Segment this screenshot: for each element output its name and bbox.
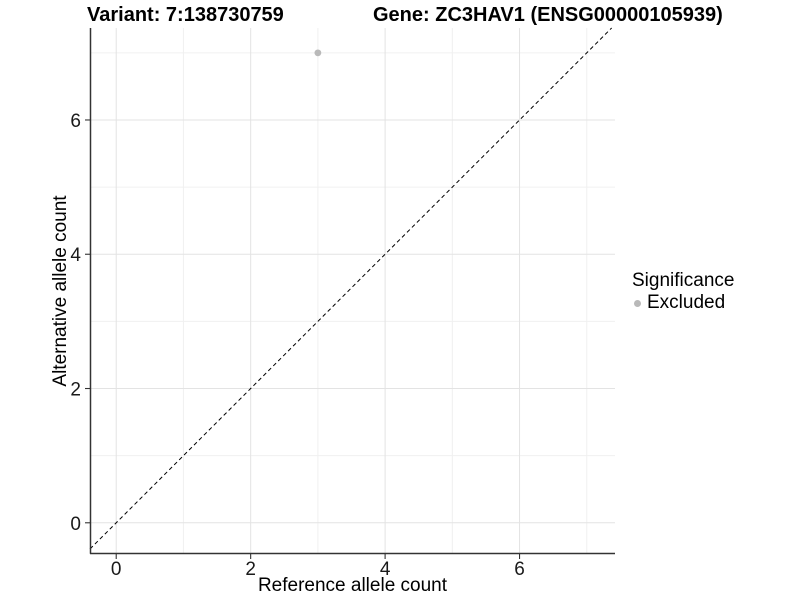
y-tick-label: 4 — [70, 245, 81, 266]
plot-title-variant: Variant: 7:138730759 — [87, 4, 284, 26]
legend-item-label: Excluded — [647, 292, 726, 313]
legend-title: Significance — [632, 270, 735, 291]
y-tick-label: 2 — [70, 380, 81, 401]
legend-dot-icon — [634, 299, 641, 307]
data-point — [314, 49, 322, 57]
legend: Significance Excluded — [632, 270, 734, 314]
x-tick-label: 2 — [245, 559, 256, 580]
x-axis-title: Reference allele count — [257, 575, 448, 596]
x-tick-label: 6 — [514, 559, 525, 580]
y-tick-label: 0 — [70, 514, 81, 535]
plot-title-gene: Gene: ZC3HAV1 (ENSG00000105939) — [373, 4, 723, 26]
x-tick-label: 4 — [380, 559, 391, 580]
x-tick-label: 0 — [111, 559, 122, 580]
identity-line — [89, 27, 612, 550]
legend-item-excluded: Excluded — [632, 292, 734, 314]
y-tick-label: 6 — [70, 111, 81, 132]
y-axis-title: Alternative allele count — [50, 195, 71, 387]
